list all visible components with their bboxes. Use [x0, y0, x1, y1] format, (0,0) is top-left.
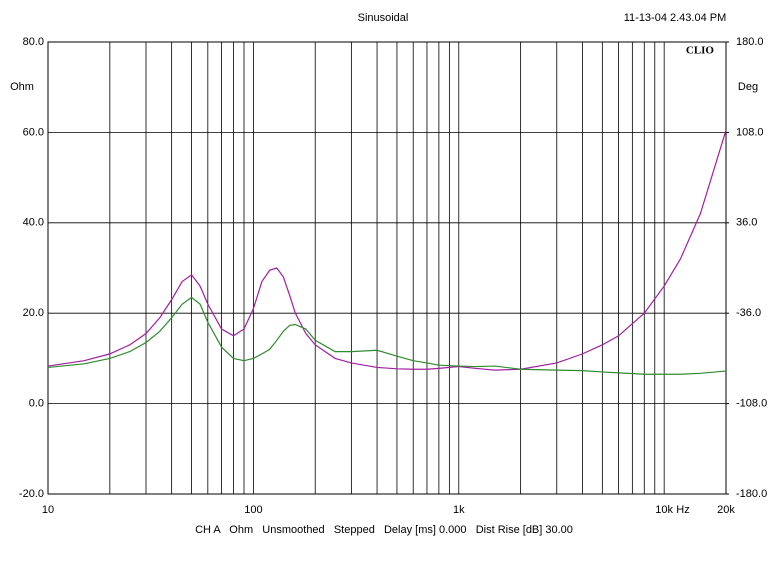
- y-tick-label: 40.0: [23, 217, 44, 229]
- x-tick-label: 10: [42, 504, 54, 516]
- y2-tick-label: 36.0: [736, 217, 757, 229]
- y2-tick-label: 180.0: [736, 36, 764, 48]
- x-tick-label: 100: [244, 504, 262, 516]
- y2-tick-label: -36.0: [736, 307, 761, 319]
- series-line: [47, 296, 727, 375]
- y-tick-label: 60.0: [23, 126, 44, 138]
- timestamp: 11-13-04 2.43.04 PM: [624, 12, 727, 24]
- y-tick-label: 0.0: [29, 398, 44, 410]
- brand: CLIO: [686, 45, 715, 57]
- y2-tick-label: 108.0: [736, 126, 764, 138]
- x-tick-label: 10k: [655, 504, 673, 516]
- y-axis-label: Ohm: [10, 81, 34, 93]
- y2-axis-label: Deg: [738, 81, 758, 93]
- series-line: [47, 129, 727, 371]
- x-axis-label: Hz: [676, 504, 689, 516]
- y-tick-label: 80.0: [23, 36, 44, 48]
- x-tick-label: 1k: [453, 504, 465, 516]
- chart-title: Sinusoidal: [358, 12, 409, 24]
- y-tick-label: 20.0: [23, 307, 44, 319]
- y-tick-label: -20.0: [19, 488, 44, 500]
- footer: CH A Ohm Unsmoothed Stepped Delay [ms] 0…: [195, 524, 573, 536]
- x-tick-label: 20k: [717, 504, 735, 516]
- y2-tick-label: -180.0: [736, 488, 767, 500]
- y2-tick-label: -108.0: [736, 398, 767, 410]
